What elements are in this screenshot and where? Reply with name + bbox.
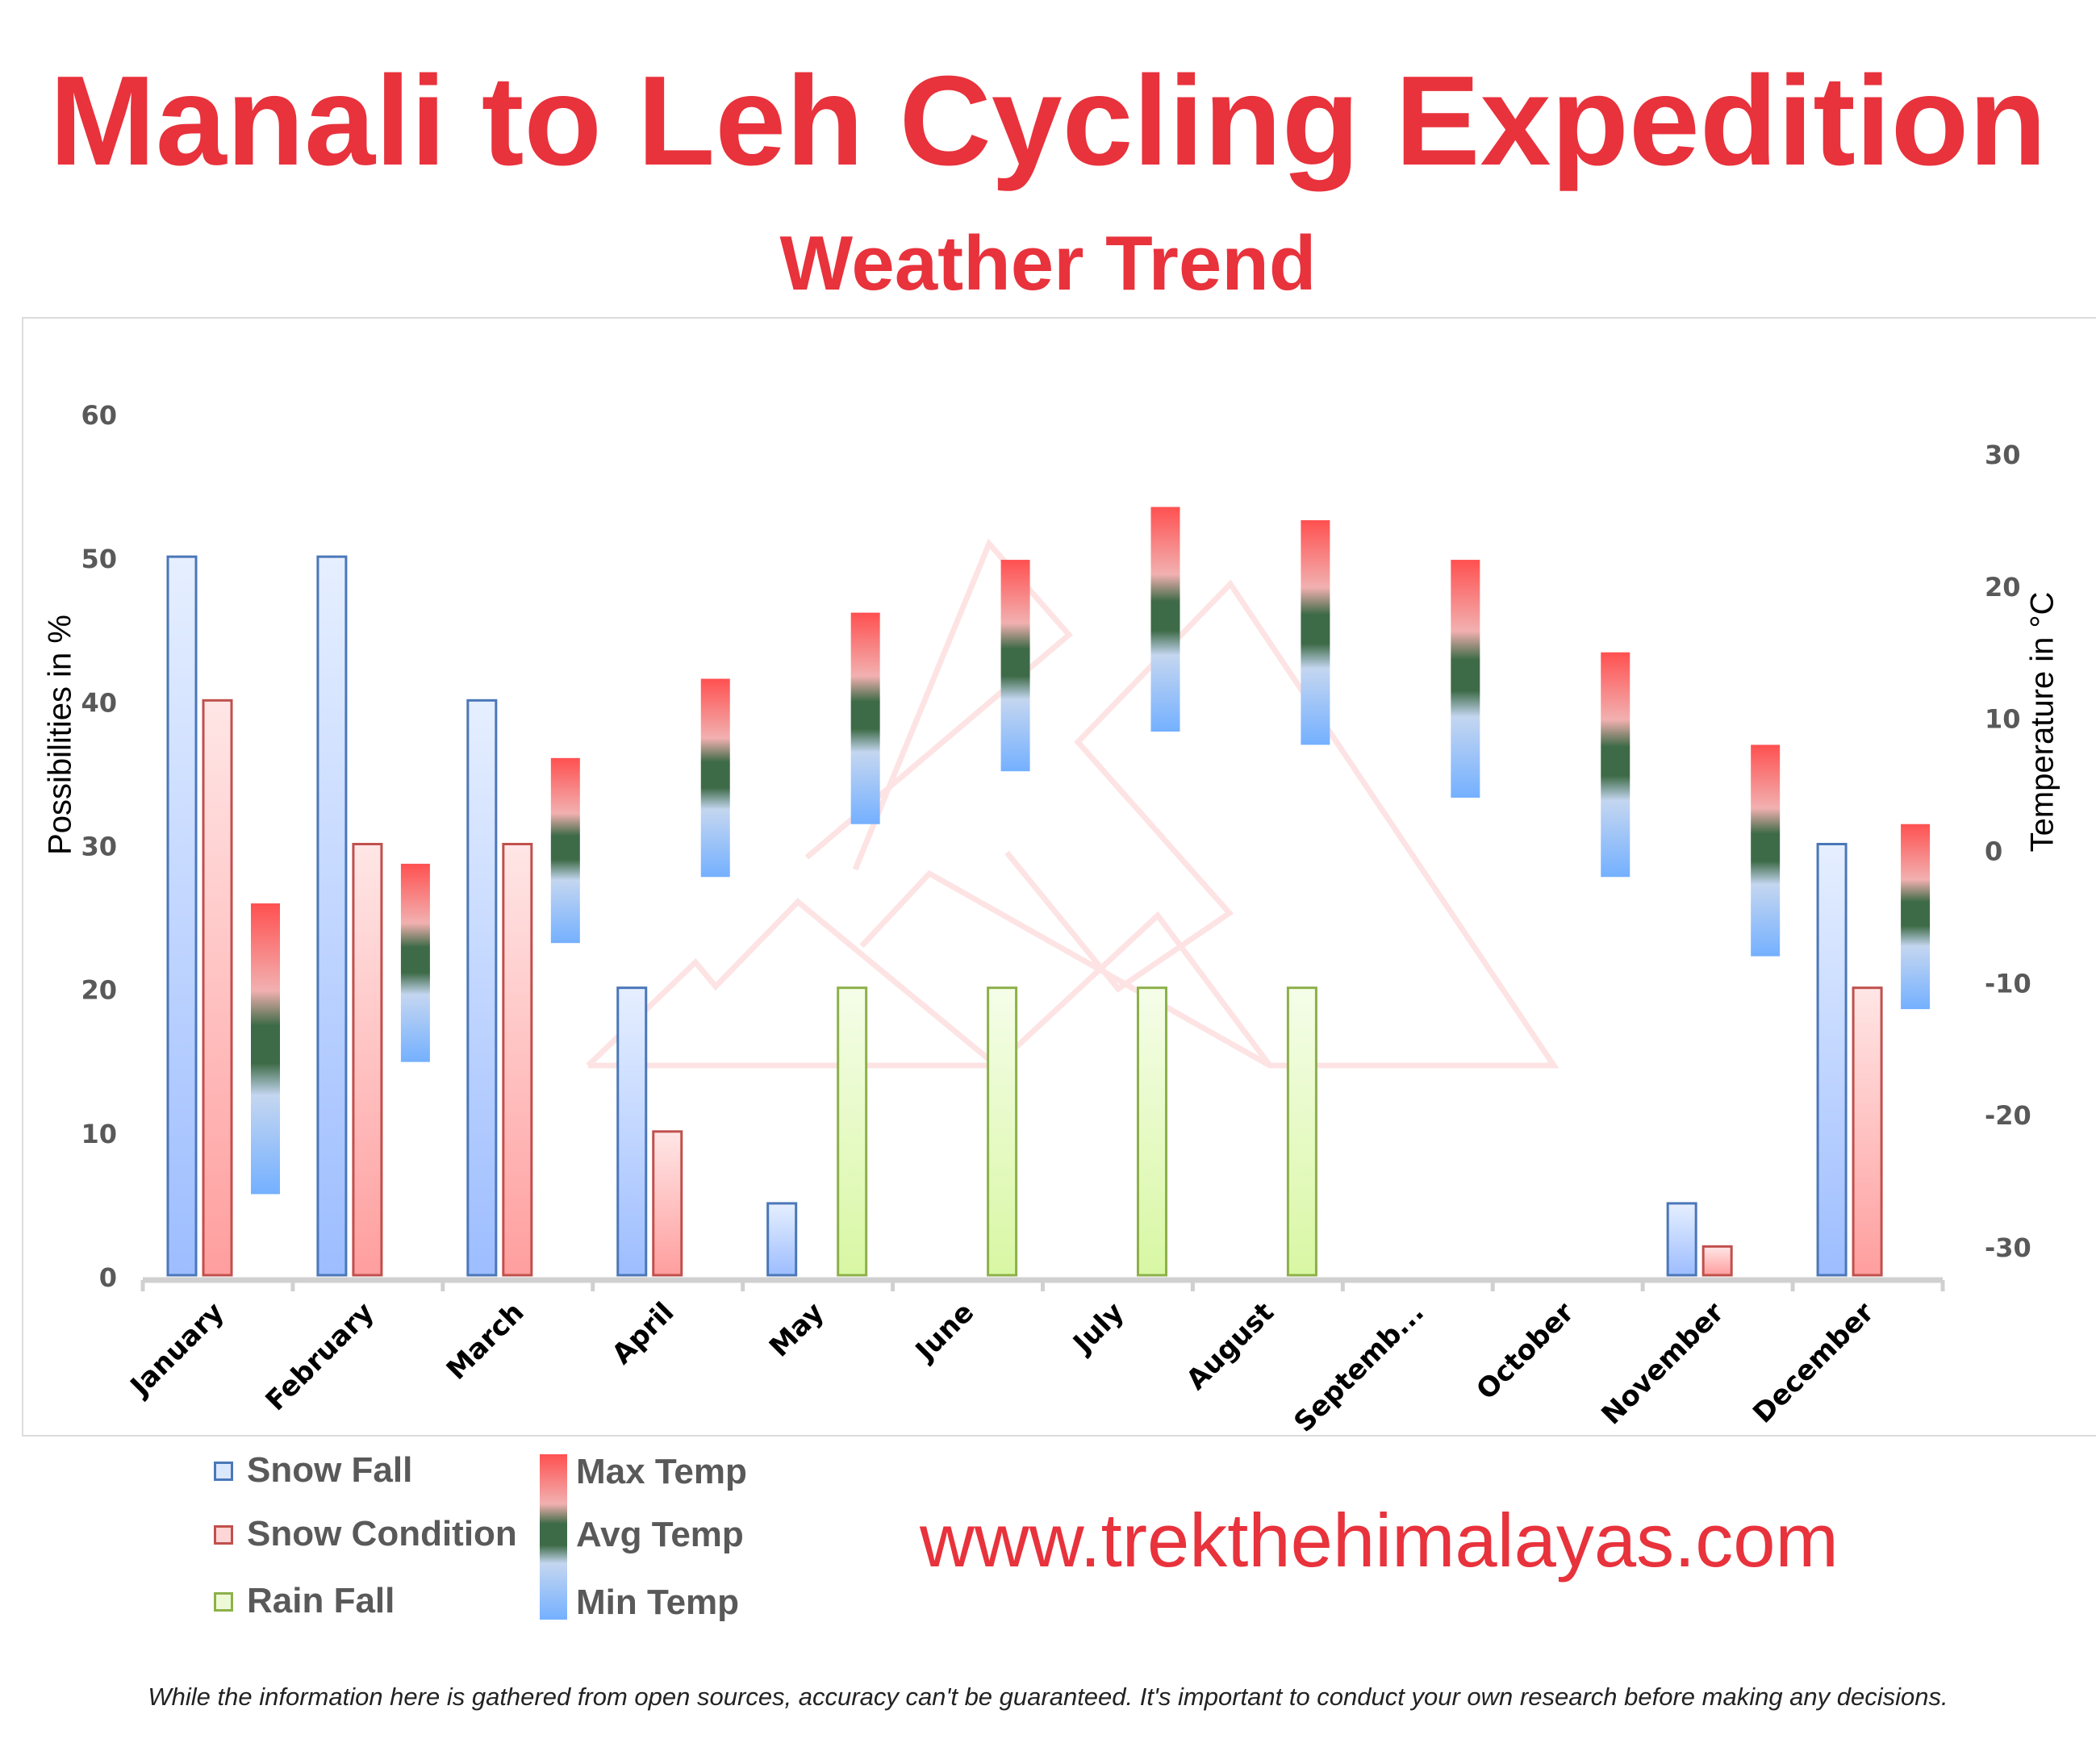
y2-tick-label: 20	[1985, 572, 2021, 603]
x-tick-label: February	[260, 1296, 381, 1417]
y2-axis-title: Temperature in °C	[2024, 591, 2061, 853]
temperature-range-bar	[1751, 744, 1781, 957]
page-title: Manali to Leh Cycling Expedition	[49, 50, 2047, 192]
x-tick-label: Septemb...	[1288, 1296, 1430, 1439]
rain-fall-bar	[987, 986, 1018, 1277]
chart-frame	[22, 317, 2096, 1437]
x-tick-label: January	[123, 1296, 231, 1403]
snow-fall-bar	[466, 699, 498, 1277]
website-url[interactable]: www.trekthehimalayas.com	[920, 1498, 1839, 1583]
legend-snow-condition: Snow Condition	[247, 1514, 517, 1553]
legend-max-temp: Max Temp	[576, 1452, 747, 1491]
temperature-range-bar	[700, 678, 730, 878]
snow-fall-bar	[316, 555, 348, 1277]
x-tick-label: June	[908, 1296, 980, 1368]
x-tick-label: May	[763, 1296, 830, 1363]
x-tick-label: April	[606, 1296, 680, 1370]
temperature-range-bar	[550, 757, 580, 944]
rain-fall-bar	[1137, 986, 1167, 1277]
mountain-watermark	[586, 538, 1559, 1069]
legend-rain-fall: Rain Fall	[247, 1581, 395, 1620]
y-axis-title: Possibilities in %	[42, 615, 78, 855]
rain-fall-bar	[1286, 986, 1317, 1277]
x-tick-label: October	[1471, 1296, 1581, 1407]
snow-condition-bar	[502, 843, 533, 1277]
snow-fall-bar	[1666, 1202, 1697, 1277]
legend-swatch-rain-fall	[214, 1592, 233, 1612]
temperature-range-bar	[1901, 824, 1931, 1010]
temperature-range-bar	[1301, 519, 1330, 745]
temperature-range-bar	[1601, 652, 1630, 878]
x-tick-label: November	[1595, 1296, 1730, 1431]
legend-swatch-temperature	[540, 1454, 567, 1620]
temperature-range-bar	[1150, 507, 1180, 732]
y-tick-label: 30	[81, 832, 117, 862]
y2-tick-label: 30	[1985, 440, 2021, 470]
legend-min-temp: Min Temp	[576, 1583, 740, 1622]
y-tick-label: 50	[81, 544, 117, 574]
y-tick-label: 20	[81, 975, 117, 1006]
y-tick-label: 60	[81, 400, 117, 431]
y2-tick-label: -30	[1985, 1232, 2031, 1263]
x-tick-label: December	[1747, 1296, 1881, 1430]
snow-fall-bar	[616, 986, 648, 1277]
y-tick-label: 10	[81, 1119, 117, 1149]
y-tick-label: 0	[99, 1262, 117, 1293]
snow-fall-bar	[1816, 843, 1848, 1277]
snow-condition-bar	[352, 843, 383, 1277]
x-tick-label: July	[1066, 1296, 1130, 1361]
x-tick-label: August	[1180, 1296, 1280, 1396]
temperature-range-bar	[1000, 560, 1030, 772]
temperature-range-bar	[850, 612, 880, 824]
snow-fall-bar	[766, 1202, 798, 1277]
rain-fall-bar	[837, 986, 868, 1277]
disclaimer: While the information here is gathered f…	[148, 1683, 1948, 1711]
temperature-range-bar	[1451, 560, 1480, 798]
x-tick-label: March	[440, 1296, 531, 1387]
temperature-range-bar	[251, 903, 280, 1195]
y-tick-label: 40	[81, 687, 117, 718]
snow-fall-bar	[166, 555, 198, 1277]
legend-swatch-snow-condition	[214, 1525, 233, 1545]
y2-tick-label: 0	[1985, 836, 2002, 867]
y2-tick-label: -10	[1985, 968, 2031, 999]
legend-swatch-snow-fall	[214, 1462, 233, 1481]
snow-condition-bar	[1852, 986, 1883, 1277]
y2-tick-label: 10	[1985, 704, 2021, 735]
snow-condition-bar	[202, 699, 233, 1277]
y2-tick-label: -20	[1985, 1100, 2031, 1131]
legend-snow-fall: Snow Fall	[247, 1450, 413, 1490]
legend-avg-temp: Avg Temp	[576, 1515, 744, 1554]
snow-condition-bar	[1701, 1245, 1733, 1277]
snow-condition-bar	[652, 1130, 683, 1277]
page-subtitle: Weather Trend	[779, 220, 1317, 307]
temperature-range-bar	[400, 863, 430, 1062]
